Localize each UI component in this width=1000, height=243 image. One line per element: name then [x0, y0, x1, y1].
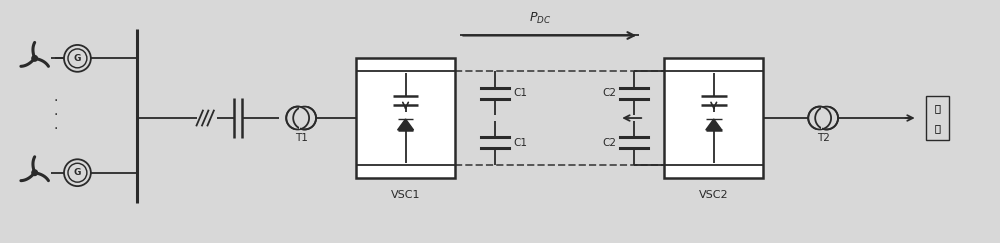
Circle shape — [815, 107, 838, 130]
Bar — [356, 58, 455, 178]
Circle shape — [32, 170, 37, 175]
Text: VSC2: VSC2 — [699, 190, 729, 200]
Text: $P_{DC}$: $P_{DC}$ — [529, 10, 551, 26]
Bar — [664, 58, 763, 178]
Bar — [821, 107, 826, 129]
Text: C2: C2 — [602, 88, 616, 98]
Circle shape — [808, 107, 831, 130]
Text: C2: C2 — [602, 138, 616, 148]
Circle shape — [293, 107, 316, 130]
Text: C1: C1 — [513, 88, 527, 98]
Circle shape — [64, 159, 91, 186]
Circle shape — [64, 45, 91, 72]
Circle shape — [32, 56, 37, 61]
Text: T2: T2 — [817, 133, 830, 143]
Text: 网: 网 — [935, 123, 940, 133]
Circle shape — [68, 49, 87, 68]
Text: 网: 网 — [935, 123, 940, 133]
Text: 电: 电 — [935, 103, 940, 113]
Polygon shape — [706, 119, 722, 130]
Text: G: G — [74, 168, 81, 177]
Text: VSC1: VSC1 — [391, 190, 420, 200]
Circle shape — [68, 163, 87, 182]
Polygon shape — [398, 119, 413, 130]
Text: 电: 电 — [935, 103, 940, 113]
Bar — [926, 96, 949, 140]
Text: ·
·
·: · · · — [53, 94, 58, 136]
Text: C1: C1 — [513, 138, 527, 148]
Text: G: G — [74, 54, 81, 63]
Text: T1: T1 — [295, 133, 308, 143]
Circle shape — [286, 107, 309, 130]
Bar — [299, 107, 304, 129]
